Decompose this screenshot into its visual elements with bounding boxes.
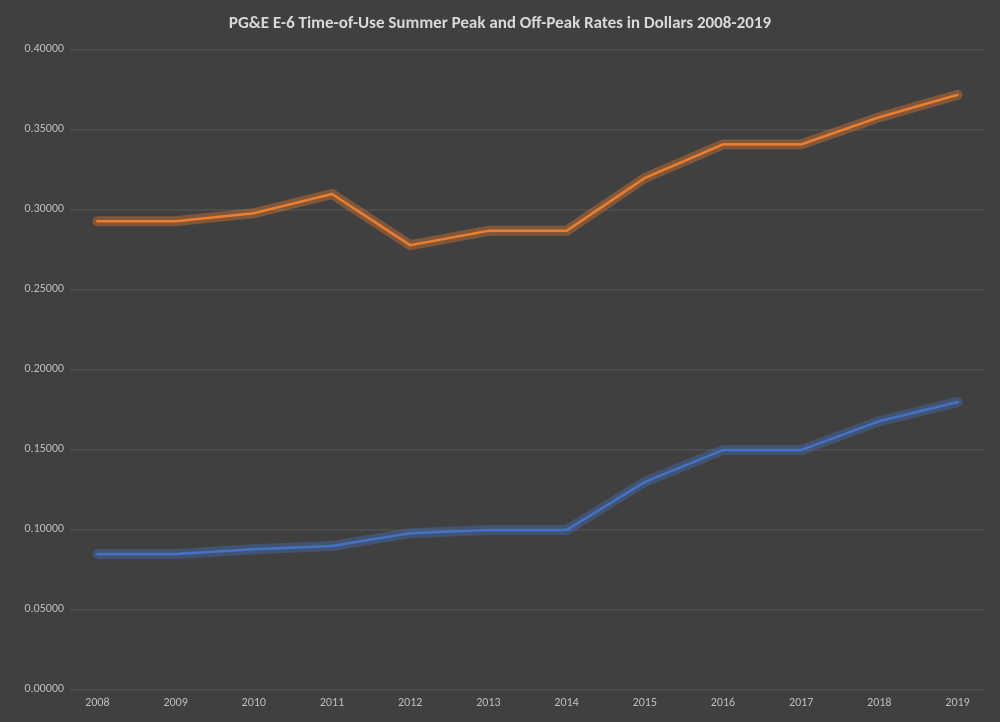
x-tick-label: 2009 (156, 696, 196, 710)
y-tick-label: 0.25000 (24, 282, 64, 296)
y-tick-label: 0.05000 (24, 602, 64, 616)
y-tick-label: 0.00000 (24, 682, 64, 696)
x-tick-label: 2010 (234, 696, 274, 710)
x-tick-label: 2017 (781, 696, 821, 710)
x-tick-label: 2018 (859, 696, 899, 710)
y-tick-label: 0.30000 (24, 202, 64, 216)
x-tick-label: 2008 (77, 696, 117, 710)
series-glow-0 (97, 95, 957, 245)
y-tick-label: 0.40000 (24, 42, 64, 56)
x-tick-label: 2014 (547, 696, 587, 710)
y-tick-label: 0.20000 (24, 362, 64, 376)
series-line-1 (97, 402, 957, 554)
series-line-0 (97, 95, 957, 245)
x-tick-label: 2019 (938, 696, 978, 710)
y-tick-label: 0.15000 (24, 442, 64, 456)
y-tick-label: 0.10000 (24, 522, 64, 536)
y-tick-label: 0.35000 (24, 122, 64, 136)
x-tick-label: 2015 (625, 696, 665, 710)
chart-svg (0, 0, 1000, 722)
x-tick-label: 2011 (312, 696, 352, 710)
x-tick-label: 2016 (703, 696, 743, 710)
x-tick-label: 2013 (468, 696, 508, 710)
x-tick-label: 2012 (390, 696, 430, 710)
